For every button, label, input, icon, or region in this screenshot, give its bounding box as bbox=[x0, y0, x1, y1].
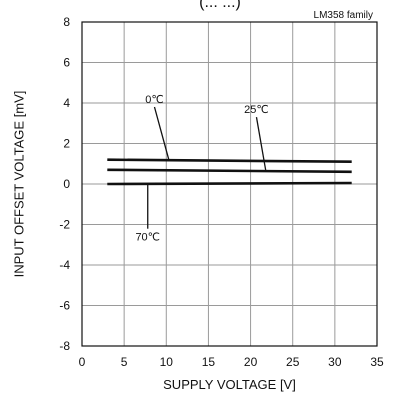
series-layer bbox=[107, 158, 352, 186]
tick-labels: 0 5 10 15 20 25 30 35 -8 -6 -4 -2 0 2 4 6 8 bbox=[59, 15, 384, 369]
x-tick-label: 20 bbox=[244, 355, 258, 369]
series-line bbox=[107, 158, 352, 163]
y-tick-label: 8 bbox=[63, 15, 70, 29]
series-line bbox=[107, 181, 352, 186]
annotation-leader bbox=[255, 117, 267, 171]
series-line bbox=[107, 168, 352, 174]
y-tick-label: 4 bbox=[63, 96, 70, 110]
y-tick-label: 6 bbox=[63, 56, 70, 70]
x-axis-title: SUPPLY VOLTAGE [V] bbox=[163, 377, 296, 392]
y-tick-label: -2 bbox=[59, 218, 70, 232]
y-axis-title: INPUT OFFSET VOLTAGE [mV] bbox=[11, 91, 26, 278]
x-tick-label: 5 bbox=[121, 355, 128, 369]
annotation-label: 70℃ bbox=[135, 232, 160, 244]
x-tick-label: 30 bbox=[328, 355, 342, 369]
x-tick-label: 25 bbox=[286, 355, 300, 369]
annotation-leader bbox=[153, 106, 170, 160]
annotation-layer: 0℃ 25℃ 70℃ bbox=[135, 94, 268, 244]
y-tick-label: -6 bbox=[59, 299, 70, 313]
x-tick-label: 15 bbox=[202, 355, 216, 369]
x-tick-label: 35 bbox=[370, 355, 384, 369]
plot-frame bbox=[81, 21, 378, 347]
annotation-label: 0℃ bbox=[145, 94, 163, 106]
chart-corner-label: LM358 family bbox=[314, 10, 373, 21]
x-tick-label: 0 bbox=[79, 355, 86, 369]
annotation-label: 25℃ bbox=[244, 104, 269, 116]
y-tick-label: -4 bbox=[59, 258, 70, 272]
y-tick-label: 2 bbox=[63, 137, 70, 151]
y-tick-label: 0 bbox=[63, 177, 70, 191]
x-tick-label: 10 bbox=[160, 355, 174, 369]
y-tick-label: -8 bbox=[59, 339, 70, 353]
header-fragment: (... ...) bbox=[199, 0, 241, 11]
